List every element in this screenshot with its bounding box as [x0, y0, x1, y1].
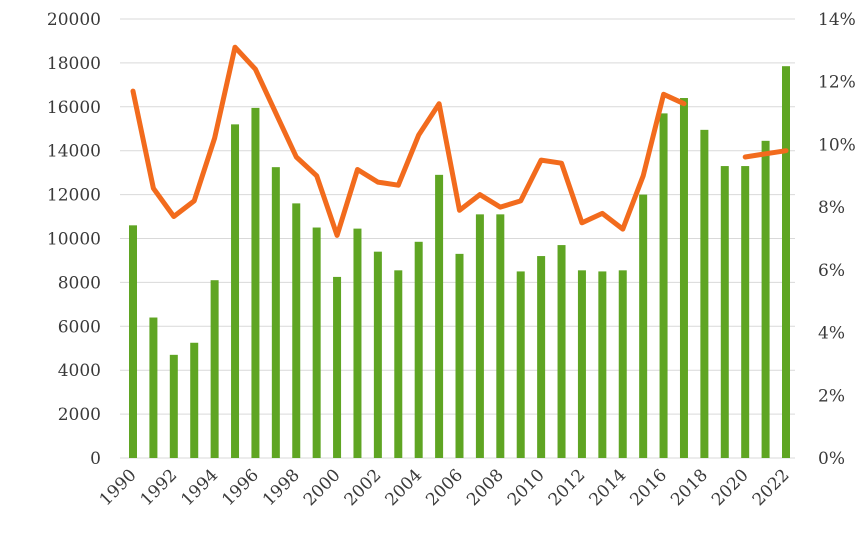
x-tick-label: 2004 — [381, 465, 426, 510]
bar-2007 — [475, 214, 484, 458]
left-y-tick-label: 6000 — [58, 317, 101, 337]
x-axis: 1990199219941996199820002002200420062008… — [96, 465, 794, 510]
x-tick-label: 2018 — [667, 465, 712, 510]
left-y-tick-label: 8000 — [58, 273, 101, 293]
bar-2010 — [537, 256, 546, 458]
bar-1996 — [251, 107, 260, 459]
bar-2022 — [782, 66, 790, 458]
bar-2020 — [741, 166, 750, 458]
bar-2009 — [516, 271, 525, 458]
bar-2008 — [496, 214, 505, 458]
x-tick-label: 2012 — [545, 465, 590, 510]
bar-1995 — [231, 124, 240, 459]
x-tick-label: 2002 — [341, 465, 386, 510]
x-tick-label: 2022 — [749, 465, 794, 510]
left-y-axis: 0 2000 4000 6000 8000 10000 12000 14000 16000 180… — [47, 10, 101, 469]
left-y-tick-label: 0 — [90, 449, 101, 469]
bar-2017 — [679, 98, 688, 459]
bar-1994 — [210, 280, 219, 458]
bar-1992 — [169, 354, 178, 458]
x-tick-label: 2016 — [626, 465, 671, 510]
line-segment — [742, 148, 789, 160]
bar-2012 — [577, 270, 586, 458]
bar-1998 — [292, 203, 301, 458]
left-y-tick-label: 18000 — [47, 54, 101, 74]
line-series — [130, 44, 789, 238]
x-tick-label: 2000 — [300, 465, 345, 510]
right-y-tick-label: 6% — [818, 261, 845, 281]
bar-2005 — [435, 174, 444, 458]
bar-2000 — [333, 276, 342, 458]
right-y-tick-label: 10% — [818, 135, 856, 155]
left-y-tick-label: 4000 — [58, 361, 101, 381]
x-tick-label: 2006 — [422, 465, 467, 510]
left-y-tick-label: 10000 — [47, 230, 101, 250]
bar-1991 — [149, 317, 158, 458]
left-y-tick-label: 20000 — [47, 10, 101, 30]
bar-1993 — [190, 342, 199, 458]
bar-2004 — [414, 241, 423, 458]
x-tick-label: 1990 — [96, 465, 141, 510]
x-tick-label: 1996 — [218, 465, 263, 510]
bar-2016 — [659, 113, 668, 458]
right-y-tick-label: 2% — [818, 386, 845, 406]
bar-2003 — [394, 270, 403, 458]
x-tick-label: 1998 — [259, 465, 304, 510]
x-tick-label: 2014 — [586, 465, 631, 510]
bar-2011 — [557, 245, 566, 458]
bar-1997 — [271, 167, 280, 458]
right-y-tick-label: 8% — [818, 198, 845, 218]
right-y-tick-label: 12% — [818, 73, 856, 93]
x-tick-label: 1992 — [137, 465, 182, 510]
x-tick-label: 1994 — [177, 465, 222, 510]
bar-2006 — [455, 253, 464, 458]
bar-2019 — [720, 166, 729, 458]
x-tick-label: 2020 — [708, 465, 753, 510]
bar-2014 — [618, 270, 627, 458]
x-tick-label: 2010 — [504, 465, 549, 510]
left-y-tick-label: 14000 — [47, 142, 101, 162]
bar-1990 — [129, 225, 137, 458]
bar-2018 — [700, 129, 709, 458]
right-y-axis: 0% 2% 4% 6% 8% 10% 12% 14% — [818, 10, 856, 469]
bar-2015 — [639, 194, 648, 458]
bar-2001 — [353, 228, 362, 458]
right-y-tick-label: 0% — [818, 449, 845, 469]
bar-2002 — [373, 251, 382, 458]
left-y-tick-label: 2000 — [58, 405, 101, 425]
x-tick-label: 2008 — [463, 465, 508, 510]
bar-2013 — [598, 271, 607, 458]
left-y-tick-label: 12000 — [47, 186, 101, 206]
right-y-tick-label: 14% — [818, 10, 856, 30]
right-y-tick-label: 4% — [818, 324, 845, 344]
bar-series — [129, 66, 790, 459]
bar-2021 — [761, 140, 770, 458]
bar-1999 — [312, 227, 321, 458]
line-segment — [130, 44, 687, 238]
left-y-tick-label: 16000 — [47, 98, 101, 118]
